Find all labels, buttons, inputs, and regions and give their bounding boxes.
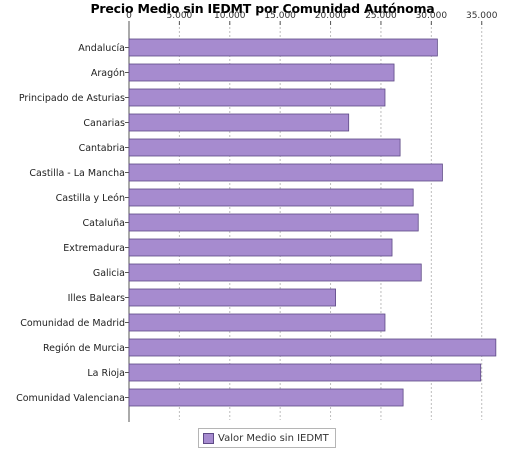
legend: Valor Medio sin IEDMT <box>198 428 336 448</box>
bar <box>128 238 393 257</box>
x-tick-label: 15.000 <box>264 11 296 21</box>
legend-label: Valor Medio sin IEDMT <box>218 432 329 444</box>
bar <box>128 263 422 282</box>
category-label: Andalucía <box>78 43 125 54</box>
x-tick-label: 5.000 <box>167 11 193 21</box>
category-label: Cataluña <box>82 218 125 229</box>
bar <box>128 63 395 82</box>
chart-title: Precio Medio sin IEDMT por Comunidad Aut… <box>90 1 435 16</box>
bar <box>128 113 350 132</box>
bar <box>128 388 404 407</box>
bar <box>128 88 386 107</box>
x-tick-label: 25.000 <box>365 11 397 21</box>
category-label: Canarias <box>83 118 125 129</box>
category-label: Illes Balears <box>68 293 125 304</box>
category-label: Extremadura <box>63 243 125 254</box>
label-layer: 0 5.000 10.000 15.000 20.000 25.000 30.000 35.0… <box>16 11 498 404</box>
category-label: Galicia <box>93 268 125 279</box>
x-tick-label: 10.000 <box>214 11 246 21</box>
bar <box>128 38 438 57</box>
bar <box>128 338 497 357</box>
x-tick-label: 35.000 <box>466 11 498 21</box>
category-label: Principado de Asturias <box>19 93 125 104</box>
bar <box>128 288 336 307</box>
category-label: Aragón <box>91 68 125 79</box>
category-label: La Rioja <box>87 368 125 379</box>
bar <box>128 188 414 207</box>
x-tick-label: 0 <box>126 11 132 21</box>
category-label: Comunidad de Madrid <box>20 318 125 329</box>
bar <box>128 313 386 332</box>
legend-swatch <box>203 432 214 444</box>
category-label: Cantabria <box>79 143 125 154</box>
bar-layer <box>128 38 497 407</box>
category-label: Castilla y León <box>56 193 125 204</box>
bar <box>128 213 419 232</box>
x-tick-label: 30.000 <box>416 11 448 21</box>
category-label: Comunidad Valenciana <box>16 393 125 404</box>
bar <box>128 363 482 382</box>
bar <box>128 138 401 157</box>
category-label: Región de Murcia <box>43 343 125 354</box>
bar <box>128 163 443 182</box>
x-tick-label: 20.000 <box>315 11 347 21</box>
category-label: Castilla - La Mancha <box>29 168 125 179</box>
